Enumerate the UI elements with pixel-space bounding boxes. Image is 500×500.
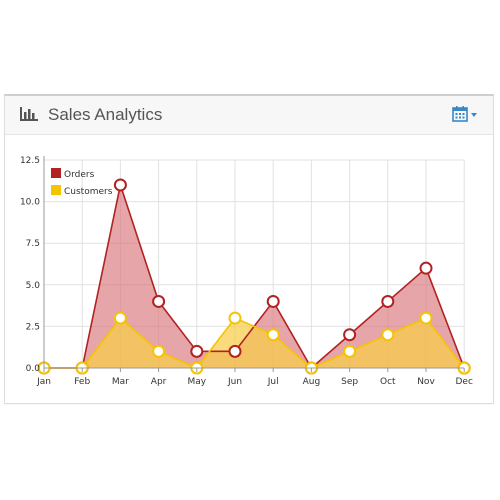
chart-lines — [44, 181, 465, 370]
point-orders — [228, 344, 242, 358]
point-customers — [381, 328, 395, 342]
legend-swatch-orders — [51, 168, 61, 178]
chart-axes: 0.0 2.5 5.0 7.5 10.0 12.5 Jan Feb Mar Apr May Jun Ju… — [20, 156, 473, 387]
x-tick-label: Aug — [303, 377, 321, 387]
x-tick-label: Sep — [341, 377, 358, 387]
y-tick-label: 7.5 — [26, 239, 40, 249]
x-tick-label: May — [187, 377, 206, 387]
point-orders — [381, 294, 395, 308]
chevron-down-icon — [471, 113, 477, 117]
point-orders — [343, 328, 357, 342]
point-orders — [419, 261, 433, 275]
point-orders — [152, 294, 166, 308]
line-customers — [44, 316, 465, 369]
area-customers — [44, 318, 465, 368]
x-tick-label: Mar — [112, 377, 129, 387]
point-customers — [343, 344, 357, 358]
point-customers — [419, 311, 433, 325]
date-range-dropdown[interactable] — [451, 105, 481, 125]
x-tick-label: Jun — [227, 377, 242, 387]
legend-swatch-customers — [51, 185, 61, 195]
point-customers — [152, 344, 166, 358]
x-tick-label: Apr — [151, 377, 167, 387]
panel-title: Sales Analytics — [48, 105, 163, 124]
y-tick-label: 2.5 — [26, 322, 40, 332]
x-tick-label: Dec — [455, 377, 472, 387]
panel-header: Sales Analytics — [5, 96, 493, 135]
x-tick-label: Jan — [36, 377, 51, 387]
bar-chart-icon — [20, 107, 38, 121]
point-orders — [190, 344, 204, 358]
point-customers — [228, 311, 242, 325]
x-tick-label: Jul — [267, 377, 279, 387]
legend-label-customers: Customers — [64, 187, 113, 197]
area-orders — [44, 184, 465, 368]
point-orders — [113, 178, 127, 192]
x-tick-label: Feb — [74, 377, 90, 387]
y-tick-label: 12.5 — [20, 156, 40, 166]
y-tick-label: 0.0 — [26, 364, 41, 374]
y-tick-label: 10.0 — [20, 198, 40, 208]
legend-label-orders: Orders — [64, 170, 95, 180]
x-tick-label: Oct — [380, 377, 396, 387]
calendar-icon — [452, 106, 468, 122]
chart-legend: Orders Customers — [51, 168, 113, 197]
point-customers — [266, 328, 280, 342]
point-customers — [113, 311, 127, 325]
y-tick-label: 5.0 — [26, 281, 41, 291]
point-orders — [266, 294, 280, 308]
x-tick-label: Nov — [417, 377, 435, 387]
chart-areas — [44, 184, 465, 368]
